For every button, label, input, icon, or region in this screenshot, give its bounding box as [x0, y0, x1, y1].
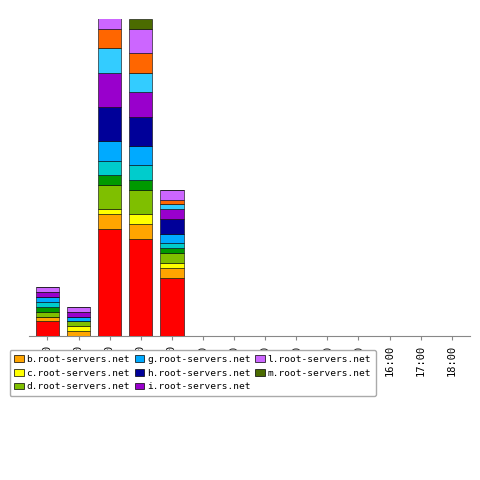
Bar — [67, 322, 90, 326]
Bar — [36, 316, 59, 322]
Bar — [129, 166, 153, 180]
Bar — [160, 248, 183, 253]
Bar — [129, 73, 153, 92]
Bar — [129, 239, 153, 336]
Bar — [67, 326, 90, 331]
Bar — [129, 224, 153, 239]
Bar — [98, 209, 121, 214]
Bar — [36, 292, 59, 297]
Bar — [160, 200, 183, 204]
Bar — [160, 219, 183, 234]
Bar — [129, 214, 153, 224]
Bar — [160, 277, 183, 336]
Bar — [160, 243, 183, 248]
Bar — [98, 73, 121, 107]
Bar — [160, 190, 183, 200]
Bar — [67, 316, 90, 322]
Bar — [160, 234, 183, 243]
Bar — [36, 307, 59, 312]
Bar — [98, 141, 121, 160]
Bar — [129, 180, 153, 190]
Bar — [98, 107, 121, 141]
Bar — [160, 209, 183, 219]
Bar — [36, 312, 59, 316]
Bar — [98, 185, 121, 209]
Bar — [67, 312, 90, 316]
Bar — [160, 263, 183, 268]
Bar — [98, 160, 121, 175]
Bar — [98, 214, 121, 229]
Bar — [160, 268, 183, 277]
Bar — [160, 204, 183, 209]
Bar — [129, 146, 153, 166]
Bar — [129, 190, 153, 214]
Bar — [98, 229, 121, 336]
Bar — [129, 29, 153, 53]
Bar — [36, 322, 59, 336]
Bar — [67, 307, 90, 312]
Bar — [98, 48, 121, 73]
Bar — [98, 175, 121, 185]
Legend: b.root-servers.net, c.root-servers.net, d.root-servers.net, g.root-servers.net, : b.root-servers.net, c.root-servers.net, … — [10, 350, 376, 396]
Bar — [98, 29, 121, 48]
Bar — [67, 331, 90, 336]
Bar — [98, 0, 121, 29]
Bar — [160, 253, 183, 263]
Bar — [129, 19, 153, 29]
Bar — [36, 297, 59, 302]
Bar — [36, 287, 59, 292]
Bar — [129, 117, 153, 146]
Bar — [129, 53, 153, 73]
Bar — [36, 302, 59, 307]
Bar — [129, 92, 153, 117]
